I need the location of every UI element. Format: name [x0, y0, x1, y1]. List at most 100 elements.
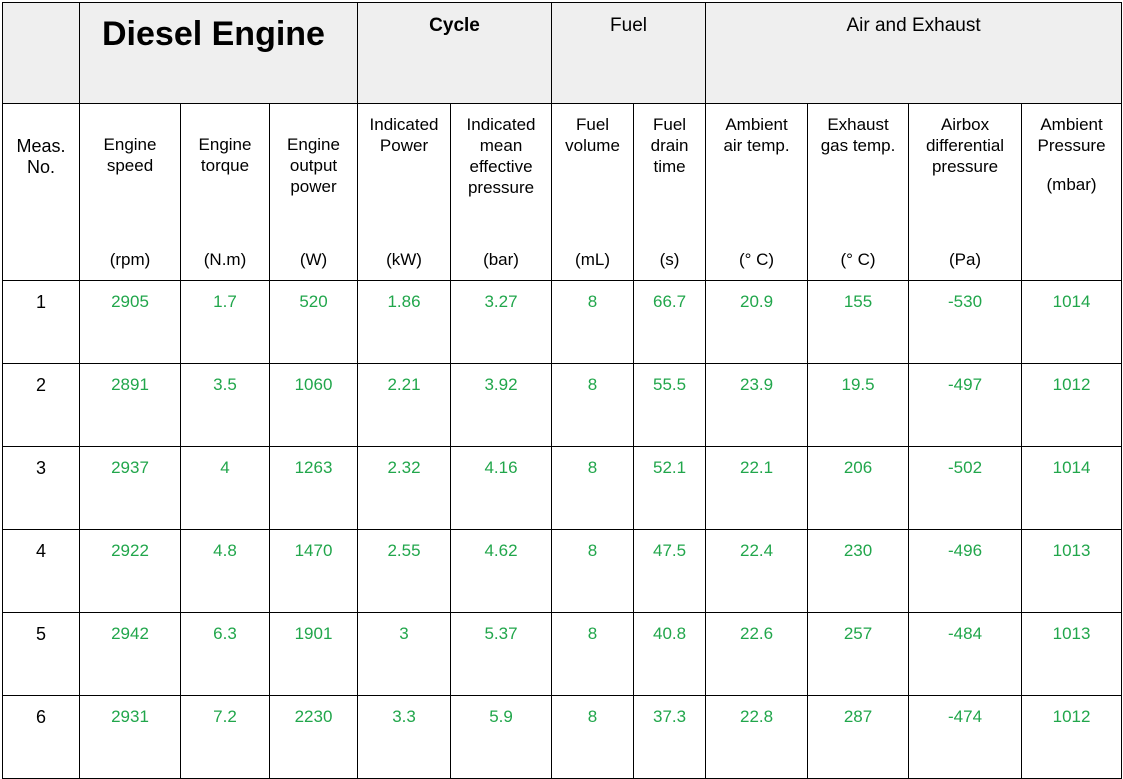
cell-value: 3.3: [392, 707, 416, 726]
cell-value: 1013: [1052, 624, 1091, 643]
table-cell: -497: [908, 363, 1023, 447]
cell-value: -530: [948, 292, 983, 311]
cell-value: 1014: [1052, 292, 1091, 311]
table-cell: 257: [807, 612, 910, 696]
column-header-label: Indicated Power: [369, 115, 439, 155]
table-cell: 1.86: [357, 280, 452, 364]
cell-value: 52.1: [652, 458, 687, 477]
table-cell: 47.5: [633, 529, 707, 613]
table-cell: 2.32: [357, 446, 452, 530]
table-cell: 3: [357, 612, 452, 696]
table-cell: 1060: [268, 363, 359, 447]
table-cell: -530: [908, 280, 1023, 364]
cell-value: 4.16: [484, 458, 518, 477]
table-cell: 1263: [268, 446, 359, 530]
column-unit: (mbar): [1046, 175, 1097, 194]
cell-value: 2922: [111, 541, 149, 560]
group-fuel-label: Fuel: [610, 15, 648, 36]
table-cell: 4.62: [450, 529, 553, 613]
column-header-label: Meas. No.: [16, 136, 66, 177]
cell-value: 3.27: [484, 292, 518, 311]
cell-value: 37.3: [652, 707, 687, 726]
table-cell: 2891: [79, 363, 181, 447]
cell-value: 2.55: [387, 541, 421, 560]
table-cell: -484: [908, 612, 1023, 696]
column-header-engine-output-power: Engine output power (W): [268, 103, 359, 281]
column-header-label: Fuel drain time: [650, 115, 689, 176]
group-header-row: Diesel Engine Cycle Fuel Air and Exhaust: [2, 2, 1123, 104]
table-cell: 1470: [268, 529, 359, 613]
table-cell: 1012: [1021, 695, 1123, 779]
table-cell: 20.9: [705, 280, 809, 364]
cell-value: 1263: [294, 458, 333, 477]
column-unit: (Pa): [948, 250, 982, 269]
table-cell: 22.1: [705, 446, 809, 530]
table-cell: 22.4: [705, 529, 809, 613]
column-header-fuel-drain-time: Fuel drain time (s): [633, 103, 707, 281]
cell-value: 3: [399, 624, 409, 643]
table-cell: 6.3: [180, 612, 270, 696]
table-row: 6 2931 7.2 2230 3.3 5.9 8 37.3 22.8 287 -474 1012: [2, 695, 1123, 779]
column-header-row: Meas. No. Engine speed (rpm) Engine torque (N.m…: [2, 103, 1123, 281]
table-cell: 66.7: [633, 280, 707, 364]
cell-value: 4.8: [213, 541, 237, 560]
cell-value: 8: [587, 458, 598, 477]
cell-value: -496: [948, 541, 983, 560]
column-header-ambient-air-temp: Ambient air temp. (° C): [705, 103, 809, 281]
cell-value: 1.7: [213, 292, 237, 311]
table-cell: 5.9: [450, 695, 553, 779]
group-cycle: Cycle: [357, 2, 553, 104]
cell-value: -502: [948, 458, 983, 477]
cell-value: 6.3: [213, 624, 237, 643]
table-cell: 8: [551, 446, 635, 530]
cell-value: 1901: [294, 624, 333, 643]
column-header-label: Ambient Pressure (mbar): [1022, 104, 1121, 195]
measurement-number: 2: [35, 375, 46, 395]
table-cell: 3.3: [357, 695, 452, 779]
cell-value: 5.9: [489, 707, 513, 726]
table-cell: 1901: [268, 612, 359, 696]
table-cell: 155: [807, 280, 910, 364]
group-fuel: Fuel: [551, 2, 707, 104]
measurement-number-cell: 2: [2, 363, 80, 447]
table-cell: 8: [551, 363, 635, 447]
table-cell: 4: [180, 446, 270, 530]
measurement-number-cell: 5: [2, 612, 80, 696]
corner-cell: [2, 2, 80, 104]
table-cell: 2931: [79, 695, 181, 779]
table-row: 1 2905 1.7 520 1.86 3.27 8 66.7 20.9 155 -530 1014: [2, 280, 1123, 364]
cell-value: 4.62: [484, 541, 518, 560]
column-header-engine-speed: Engine speed (rpm): [79, 103, 181, 281]
table-cell: 230: [807, 529, 910, 613]
column-unit: (° C): [738, 250, 775, 269]
measurement-number-cell: 4: [2, 529, 80, 613]
column-header-airbox-differential-pressure: Airbox differential pressure (Pa): [908, 103, 1023, 281]
table-cell: 3.5: [180, 363, 270, 447]
cell-value: 22.1: [739, 458, 774, 477]
table-cell: 7.2: [180, 695, 270, 779]
cell-value: 520: [299, 292, 328, 311]
column-header-label: Exhaust gas temp.: [820, 115, 896, 155]
cell-value: -484: [948, 624, 983, 643]
table-row: 2 2891 3.5 1060 2.21 3.92 8 55.5 23.9 19.5 -497 101…: [2, 363, 1123, 447]
table-cell: 19.5: [807, 363, 910, 447]
measurement-number: 5: [35, 624, 46, 644]
table-cell: 1013: [1021, 529, 1123, 613]
cell-value: 2942: [111, 624, 149, 643]
measurement-number: 1: [35, 292, 46, 312]
table-cell: 52.1: [633, 446, 707, 530]
table-cell: 2942: [79, 612, 181, 696]
column-header-label: Engine torque: [198, 135, 252, 175]
table-row: 4 2922 4.8 1470 2.55 4.62 8 47.5 22.4 230 -496 1013: [2, 529, 1123, 613]
table-cell: 22.8: [705, 695, 809, 779]
cell-value: 7.2: [213, 707, 237, 726]
cell-value: 20.9: [739, 292, 774, 311]
column-header-label: Engine speed: [103, 135, 157, 175]
cell-value: 1012: [1052, 707, 1091, 726]
table-row: 3 2937 4 1263 2.32 4.16 8 52.1 22.1 206 -502 1014: [2, 446, 1123, 530]
table-cell: 1012: [1021, 363, 1123, 447]
table-cell: -502: [908, 446, 1023, 530]
column-header-label: Indicated mean effective pressure: [466, 115, 536, 197]
cell-value: 22.4: [739, 541, 774, 560]
